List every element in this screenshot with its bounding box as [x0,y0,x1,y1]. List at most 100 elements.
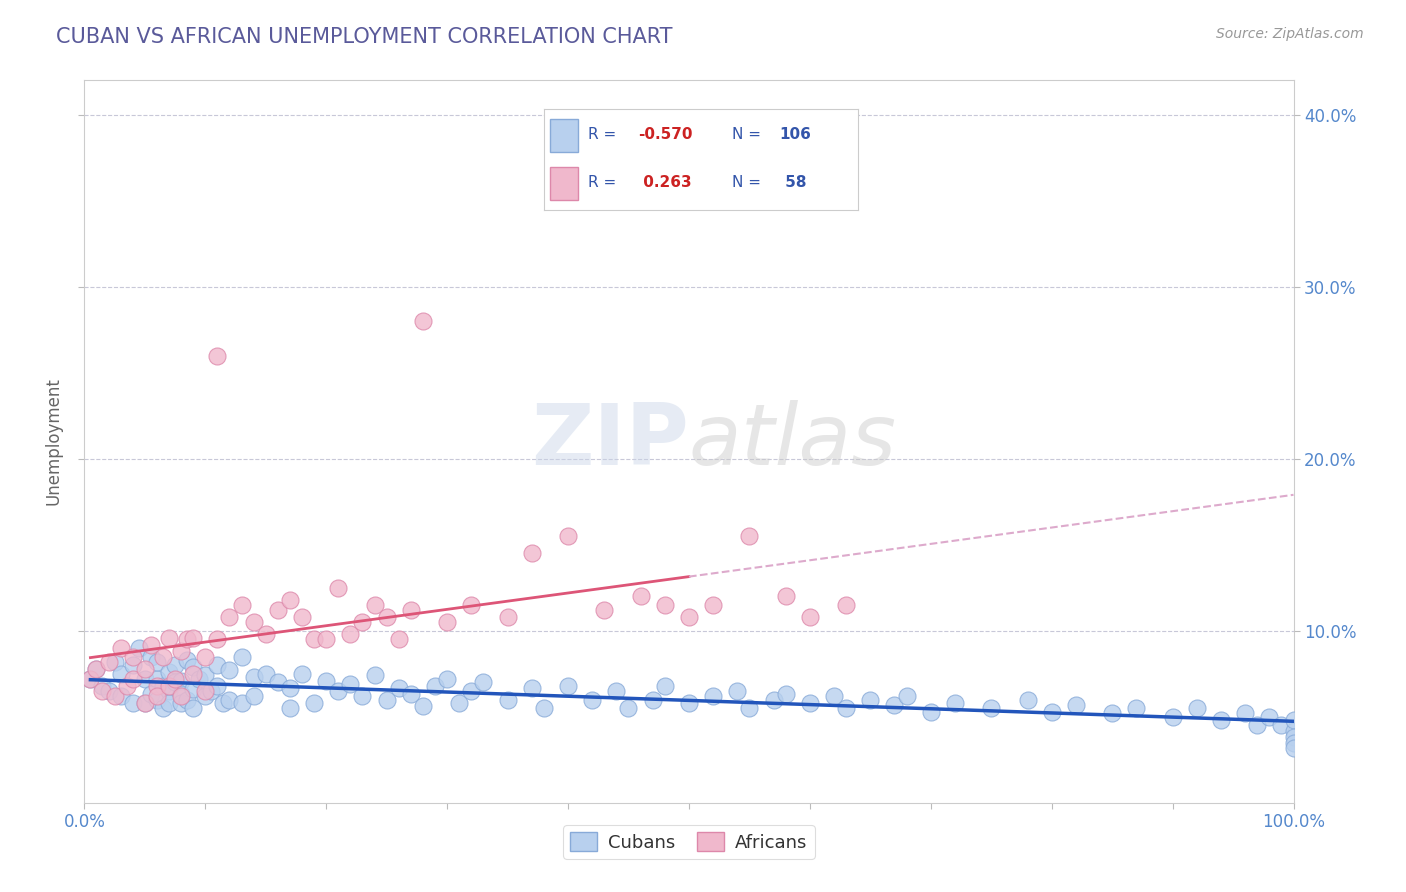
Point [218,692,240,706]
Point [146,672,169,686]
Point [738,701,761,715]
Point [883,698,905,712]
Point [181,660,204,674]
Point [654,679,676,693]
Point [176,653,198,667]
Point [212,696,235,710]
Point [436,672,458,686]
Point [194,689,217,703]
Point [302,632,325,647]
Point [1101,706,1123,721]
Point [207,632,229,647]
Point [146,655,169,669]
Point [115,679,138,693]
Point [194,684,217,698]
Point [291,666,314,681]
Point [170,673,193,688]
Point [980,701,1002,715]
Point [605,684,627,698]
Point [134,696,156,710]
Point [654,598,676,612]
Point [678,696,700,710]
Point [194,649,217,664]
Point [315,632,337,647]
Point [170,689,193,703]
Point [1246,718,1268,732]
Point [242,615,264,630]
Point [97,655,120,669]
Point [157,631,180,645]
Point [86,662,108,676]
Point [1282,723,1305,738]
Point [388,681,411,695]
Point [207,658,229,673]
Point [91,679,114,693]
Point [181,701,204,715]
Point [399,603,422,617]
Point [128,640,150,655]
Point [170,687,193,701]
Point [315,673,337,688]
Point [557,679,579,693]
Point [267,603,290,617]
Point [207,679,229,693]
Point [1161,710,1184,724]
Point [460,684,482,698]
Point [79,672,101,686]
Point [254,627,277,641]
Point [110,689,132,703]
Point [231,598,253,612]
Point [496,610,519,624]
Point [1040,705,1063,719]
Point [157,665,180,679]
Point [328,684,350,698]
Point [520,681,543,695]
Point [1282,740,1305,755]
Point [943,696,966,710]
Point [920,705,942,719]
Point [581,692,603,706]
Point [121,658,143,673]
Point [152,679,174,693]
Point [363,668,385,682]
Point [775,590,797,604]
Point [134,672,156,686]
Point [678,610,700,624]
Point [170,644,193,658]
Point [449,696,471,710]
Point [86,662,108,676]
Point [436,615,458,630]
Point [412,699,434,714]
Point [194,668,217,682]
Point [146,679,169,693]
Point [352,689,374,703]
Point [799,696,821,710]
Point [617,701,640,715]
Point [1258,710,1281,724]
Point [328,581,350,595]
Point [472,675,495,690]
Point [1282,735,1305,749]
Point [896,689,918,703]
Point [533,701,555,715]
Point [762,692,785,706]
Point [157,696,180,710]
Point [399,687,422,701]
Point [188,672,211,686]
Y-axis label: Unemployment: Unemployment [45,377,63,506]
Point [134,662,156,676]
Point [110,640,132,655]
Point [593,603,616,617]
Point [121,649,143,664]
Point [170,696,193,710]
Point [139,638,162,652]
Point [218,610,240,624]
Point [460,598,482,612]
Point [1017,692,1039,706]
Point [412,314,434,328]
Point [775,687,797,701]
Point [278,701,301,715]
Point [835,701,858,715]
Point [496,692,519,706]
Text: CUBAN VS AFRICAN UNEMPLOYMENT CORRELATION CHART: CUBAN VS AFRICAN UNEMPLOYMENT CORRELATIO… [56,27,672,46]
